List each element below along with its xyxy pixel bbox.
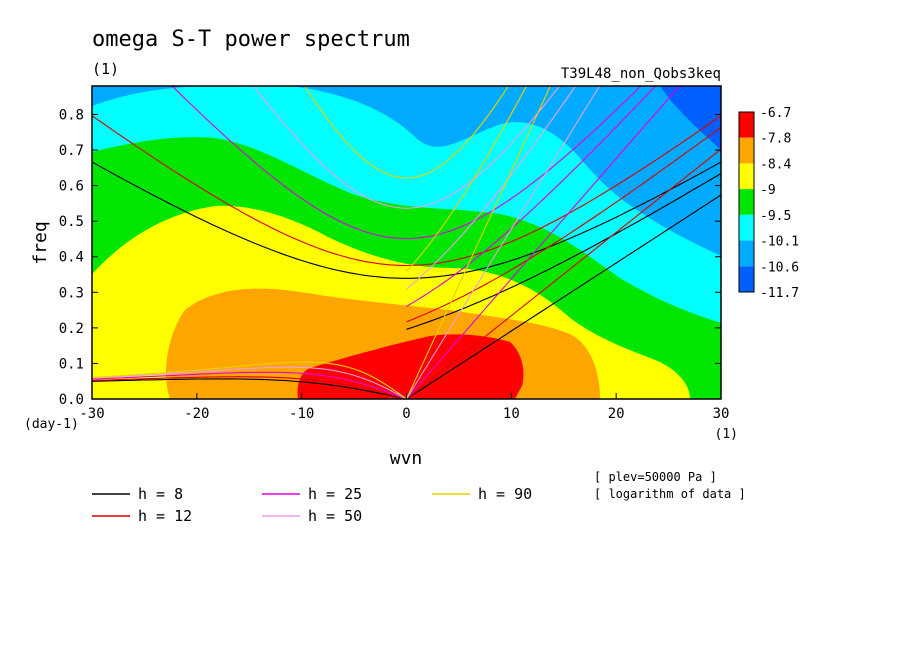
note-logarithm: [ logarithm of data ] xyxy=(594,487,746,501)
gravity-curve xyxy=(252,86,561,209)
legend-entry: h = 25 xyxy=(308,485,362,503)
colorbar-swatch xyxy=(739,214,754,241)
y-tick-label: 0.6 xyxy=(59,179,84,195)
x-tick-label: 20 xyxy=(608,406,625,422)
colorbar-swatch xyxy=(739,240,754,267)
colorbar-label: -9.5 xyxy=(760,209,791,224)
kelvin-curve xyxy=(406,148,721,399)
rossby-curve xyxy=(92,366,407,399)
legend-entry: h = 12 xyxy=(138,507,192,525)
colorbar-swatch xyxy=(739,112,754,138)
note-plev: [ plev=50000 Pa ] xyxy=(594,470,717,484)
rossby-curve xyxy=(92,378,407,399)
colorbar-label: -6.7 xyxy=(760,106,791,121)
x-tick-label: 30 xyxy=(713,406,730,422)
x-unit-label: (1) xyxy=(715,427,738,442)
legend: h = 8 h = 12 h = 25 h = 50 h = 90 xyxy=(92,485,532,525)
y-tick-label: 0.7 xyxy=(59,143,84,159)
x-tick-label: -10 xyxy=(289,406,314,422)
kelvin-curve xyxy=(406,86,601,399)
colorbar-swatch xyxy=(739,163,754,190)
mrg-curve xyxy=(406,86,657,307)
gravity-curve xyxy=(92,115,721,267)
mrg-curve xyxy=(406,173,721,330)
legend-entry: h = 90 xyxy=(478,485,532,503)
colorbar-label: -8.4 xyxy=(760,157,791,172)
x-tick-label: -30 xyxy=(79,406,104,422)
x-tick-label: 10 xyxy=(503,406,520,422)
legend-entry: h = 8 xyxy=(138,485,183,503)
colorbar-label: -7.8 xyxy=(760,132,791,147)
colorbar-label: -10.6 xyxy=(760,260,799,275)
gravity-curve xyxy=(303,86,510,179)
gravity-curve xyxy=(92,161,721,279)
y-tick-label: 0.2 xyxy=(59,321,84,337)
colorbar-label: -9 xyxy=(760,183,776,198)
kelvin-curve xyxy=(405,86,551,399)
mrg-curve xyxy=(406,86,528,272)
y-tick-label: 0.5 xyxy=(59,214,84,230)
dispersion-curves xyxy=(92,86,721,399)
y-tick-label: 0.0 xyxy=(59,392,84,408)
y-tick-label: 0.3 xyxy=(59,285,84,301)
colorbar-label: -11.7 xyxy=(760,286,799,301)
chart-title: omega S-T power spectrum xyxy=(92,27,410,52)
colorbar-swatch xyxy=(739,137,754,164)
contour-fills xyxy=(92,86,721,399)
mrg-curve xyxy=(406,86,577,290)
y-tick-label: 0.8 xyxy=(59,107,84,123)
colorbar-swatch xyxy=(739,189,754,215)
y-tick-label: 0.4 xyxy=(59,250,84,266)
y-axis-label: freq xyxy=(30,221,51,264)
x-axis-label: wvn xyxy=(390,448,423,469)
rossby-curve xyxy=(92,376,407,399)
x-tick-label: 0 xyxy=(402,406,410,422)
legend-entry: h = 50 xyxy=(308,507,362,525)
kelvin-curve xyxy=(406,86,681,399)
rossby-curve xyxy=(92,371,407,399)
colorbar: -6.7 -7.8 -8.4 -9 -9.5 -10.1 -10.6 -11.7 xyxy=(738,106,799,301)
gravity-curve xyxy=(171,86,642,240)
kelvin-curve xyxy=(406,194,721,399)
chart-subtitle: (1) xyxy=(92,60,119,78)
run-label: T39L48_non_Qobs3keq xyxy=(561,66,721,82)
mrg-curve xyxy=(406,126,721,323)
y-unit-label: (day-1) xyxy=(24,417,79,432)
rossby-curve xyxy=(92,361,407,399)
x-axis: -30 -20 -10 0 10 20 30 xyxy=(79,393,729,422)
colorbar-label: -10.1 xyxy=(760,235,799,250)
colorbar-frame xyxy=(738,111,755,293)
x-tick-label: -20 xyxy=(184,406,209,422)
y-axis: 0.0 0.1 0.2 0.3 0.4 0.5 0.6 0.7 0.8 xyxy=(59,107,721,408)
colorbar-swatch xyxy=(739,266,754,292)
y-tick-label: 0.1 xyxy=(59,356,84,372)
